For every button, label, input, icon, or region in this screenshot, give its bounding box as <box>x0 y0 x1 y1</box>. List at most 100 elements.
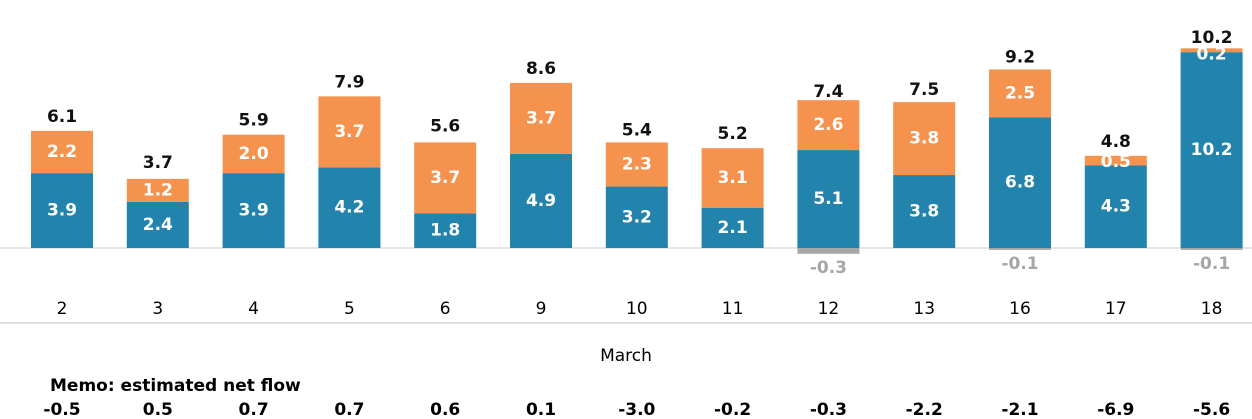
data-label: 0.5 <box>1101 152 1131 172</box>
bar-segment <box>605 142 668 187</box>
total-label: 3.7 <box>143 153 173 173</box>
bar-segment <box>222 134 285 174</box>
data-label: 4.3 <box>1101 197 1131 217</box>
bar-segment <box>989 69 1051 118</box>
x-tick-label: 10 <box>626 299 648 319</box>
bar-segment <box>605 186 668 248</box>
x-tick-label: 3 <box>152 299 163 319</box>
bar-segment <box>126 201 189 248</box>
memo-value: -5.6 <box>1193 400 1230 419</box>
bar-segment <box>893 175 956 248</box>
data-label: 2.0 <box>239 144 269 164</box>
data-label: 3.9 <box>239 201 269 221</box>
x-tick-label: 6 <box>440 299 451 319</box>
bar-segment <box>989 248 1051 250</box>
data-label: -0.1 <box>1001 254 1038 274</box>
bar-segment <box>31 130 93 174</box>
data-label: 2.1 <box>718 218 748 238</box>
bar-segment <box>31 173 93 248</box>
bar-segment <box>222 173 285 248</box>
bar-segment <box>797 150 860 248</box>
bar-segment <box>893 102 956 176</box>
data-label: -0.3 <box>810 258 847 278</box>
bar-segment <box>989 117 1051 248</box>
data-label: 2.4 <box>143 215 173 235</box>
data-label: 1.2 <box>143 180 173 200</box>
total-label: 4.8 <box>1101 132 1131 152</box>
data-label: 3.7 <box>526 108 556 128</box>
bar-segment <box>797 100 860 151</box>
bar-segment <box>701 207 764 248</box>
data-label: 10.2 <box>1191 140 1233 160</box>
bar-segment <box>318 167 381 248</box>
total-label: 8.6 <box>526 59 556 79</box>
bar-segment <box>510 153 572 248</box>
data-label: 2.6 <box>813 115 843 135</box>
total-label: 9.2 <box>1005 47 1035 67</box>
data-label: 3.8 <box>909 202 939 222</box>
x-tick-label: 18 <box>1201 299 1223 319</box>
data-label: 1.8 <box>430 221 460 241</box>
data-label: 4.2 <box>334 198 364 218</box>
memo-value: -0.3 <box>810 400 847 419</box>
bar-segment <box>414 142 477 214</box>
memo-value: 0.1 <box>526 400 556 419</box>
bar-segment <box>510 82 572 154</box>
x-tick-label: 11 <box>722 299 744 319</box>
x-tick-label: 5 <box>344 299 355 319</box>
memo-value: -3.0 <box>618 400 655 419</box>
x-tick-label: 9 <box>536 299 547 319</box>
bar-segment <box>797 248 860 254</box>
total-label: 6.1 <box>47 107 77 127</box>
total-label: 5.9 <box>239 111 269 131</box>
memo-value: 0.6 <box>430 400 460 419</box>
data-label: 0.2 <box>1197 44 1227 64</box>
data-label: 2.5 <box>1005 83 1035 103</box>
memo-value: -6.9 <box>1097 400 1134 419</box>
total-label: 5.6 <box>430 116 460 136</box>
memo-value: 0.7 <box>334 400 364 419</box>
bar-segment <box>1180 48 1243 53</box>
bar-segment <box>414 213 477 248</box>
memo-value: -0.5 <box>43 400 80 419</box>
x-tick-label: 16 <box>1009 299 1031 319</box>
data-label: 3.1 <box>718 168 748 188</box>
memo-value: 0.7 <box>239 400 269 419</box>
data-label: 3.9 <box>47 201 77 221</box>
x-tick-label: 13 <box>913 299 935 319</box>
memo-value: -0.2 <box>714 400 751 419</box>
bar-segment <box>1180 248 1243 250</box>
data-label: 6.8 <box>1005 173 1035 193</box>
x-tick-label: 12 <box>818 299 840 319</box>
x-tick-label: 17 <box>1105 299 1127 319</box>
data-label: 2.3 <box>622 154 652 174</box>
x-tick-label: 2 <box>57 299 68 319</box>
data-label: -0.1 <box>1193 254 1230 274</box>
bar-segment <box>318 96 381 168</box>
data-label: 3.7 <box>430 168 460 188</box>
bar-segment <box>1084 155 1147 166</box>
total-label: 10.2 <box>1191 28 1233 48</box>
memo-title: Memo: estimated net flow <box>50 376 301 396</box>
total-label: 5.4 <box>622 120 652 140</box>
data-label: 2.2 <box>47 142 77 162</box>
memo-value: -2.1 <box>1001 400 1038 419</box>
total-label: 7.5 <box>909 80 939 100</box>
x-axis-label: March <box>600 346 652 366</box>
data-label: 3.7 <box>334 122 364 142</box>
memo-value: 0.5 <box>143 400 173 419</box>
bar-segment <box>1180 52 1243 248</box>
bar-segment <box>126 178 189 202</box>
memo-value: -2.2 <box>906 400 943 419</box>
total-label: 5.2 <box>718 124 748 144</box>
data-label: 3.8 <box>909 129 939 149</box>
data-label: 5.1 <box>813 189 843 209</box>
total-label: 7.4 <box>813 82 843 102</box>
x-tick-label: 4 <box>248 299 259 319</box>
total-label: 7.9 <box>334 72 364 92</box>
data-label: 3.2 <box>622 207 652 227</box>
bar-segment <box>1084 165 1147 248</box>
data-label: 4.9 <box>526 191 556 211</box>
bar-segment <box>701 148 764 208</box>
